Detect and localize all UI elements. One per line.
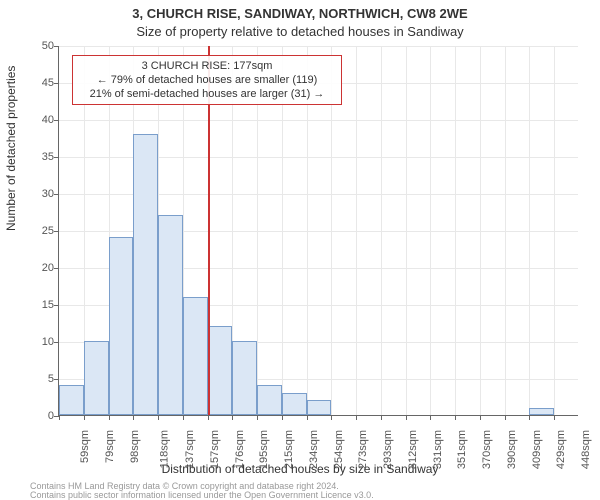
gridline-v — [505, 46, 506, 415]
xtick-mark — [208, 415, 209, 420]
xtick-mark — [158, 415, 159, 420]
gridline-v — [529, 46, 530, 415]
xtick-label: 157sqm — [209, 430, 221, 469]
xtick-mark — [257, 415, 258, 420]
gridline-h — [59, 46, 578, 47]
xtick-mark — [529, 415, 530, 420]
xtick-label: 390sqm — [506, 430, 518, 469]
xtick-mark — [554, 415, 555, 420]
xtick-label: 370sqm — [481, 430, 493, 469]
ytick-mark — [54, 120, 59, 121]
xtick-mark — [331, 415, 332, 420]
ytick-mark — [54, 342, 59, 343]
xtick-mark — [133, 415, 134, 420]
xtick-label: 215sqm — [283, 430, 295, 469]
gridline-v — [455, 46, 456, 415]
ytick-label: 15 — [14, 299, 54, 311]
histogram-bar — [84, 341, 109, 415]
histogram-bar — [109, 237, 134, 415]
xtick-label: 234sqm — [308, 430, 320, 469]
histogram-bar — [257, 385, 282, 415]
histogram-bar — [282, 393, 307, 415]
annotation-line3: 21% of semi-detached houses are larger (… — [90, 88, 325, 100]
ytick-mark — [54, 231, 59, 232]
y-axis-label: Number of detached properties — [4, 66, 18, 231]
ytick-label: 20 — [14, 262, 54, 274]
gridline-v — [381, 46, 382, 415]
ytick-mark — [54, 83, 59, 84]
xtick-label: 312sqm — [407, 430, 419, 469]
annotation-box: 3 CHURCH RISE: 177sqm ← 79% of detached h… — [72, 55, 342, 105]
ytick-label: 45 — [14, 77, 54, 89]
histogram-bar — [232, 341, 257, 415]
xtick-label: 273sqm — [358, 430, 370, 469]
xtick-mark — [307, 415, 308, 420]
xtick-mark — [455, 415, 456, 420]
xtick-label: 137sqm — [184, 430, 196, 469]
xtick-label: 195sqm — [258, 430, 270, 469]
gridline-v — [356, 46, 357, 415]
histogram-bar — [59, 385, 84, 415]
ytick-label: 40 — [14, 114, 54, 126]
gridline-v — [554, 46, 555, 415]
xtick-mark — [109, 415, 110, 420]
ytick-label: 50 — [14, 40, 54, 52]
ytick-label: 10 — [14, 336, 54, 348]
histogram-bar — [208, 326, 233, 415]
xtick-mark — [356, 415, 357, 420]
attribution-text: Contains HM Land Registry data © Crown c… — [30, 482, 374, 500]
annotation-line1: 3 CHURCH RISE: 177sqm — [142, 60, 273, 72]
histogram-bar — [529, 408, 554, 415]
xtick-mark — [232, 415, 233, 420]
gridline-v — [480, 46, 481, 415]
ytick-mark — [54, 379, 59, 380]
xtick-label: 59sqm — [79, 430, 91, 463]
xtick-label: 429sqm — [556, 430, 568, 469]
xtick-mark — [59, 415, 60, 420]
gridline-h — [59, 120, 578, 121]
ytick-label: 5 — [14, 373, 54, 385]
ytick-mark — [54, 46, 59, 47]
histogram-bar — [133, 134, 158, 415]
xtick-label: 254sqm — [333, 430, 345, 469]
ytick-mark — [54, 157, 59, 158]
xtick-label: 351sqm — [457, 430, 469, 469]
xtick-label: 409sqm — [531, 430, 543, 469]
ytick-mark — [54, 194, 59, 195]
xtick-label: 176sqm — [234, 430, 246, 469]
xtick-mark — [406, 415, 407, 420]
gridline-v — [406, 46, 407, 415]
xtick-mark — [84, 415, 85, 420]
histogram-bar — [158, 215, 183, 415]
xtick-label: 331sqm — [432, 430, 444, 469]
title-address: 3, CHURCH RISE, SANDIWAY, NORTHWICH, CW8… — [0, 6, 600, 21]
ytick-label: 35 — [14, 151, 54, 163]
histogram-bar — [307, 400, 332, 415]
xtick-label: 293sqm — [382, 430, 394, 469]
ytick-label: 30 — [14, 188, 54, 200]
xtick-label: 79sqm — [104, 430, 116, 463]
ytick-label: 25 — [14, 225, 54, 237]
xtick-mark — [430, 415, 431, 420]
ytick-label: 0 — [14, 410, 54, 422]
histogram-bar — [183, 297, 208, 415]
ytick-mark — [54, 305, 59, 306]
xtick-mark — [183, 415, 184, 420]
annotation-line2: ← 79% of detached houses are smaller (11… — [97, 74, 318, 86]
attribution-line2: Contains public sector information licen… — [30, 490, 374, 500]
xtick-label: 448sqm — [580, 430, 592, 469]
title-subtitle: Size of property relative to detached ho… — [0, 24, 600, 39]
gridline-v — [430, 46, 431, 415]
xtick-mark — [505, 415, 506, 420]
xtick-label: 98sqm — [129, 430, 141, 463]
xtick-mark — [381, 415, 382, 420]
xtick-mark — [480, 415, 481, 420]
xtick-label: 118sqm — [159, 430, 171, 468]
ytick-mark — [54, 268, 59, 269]
xtick-mark — [282, 415, 283, 420]
